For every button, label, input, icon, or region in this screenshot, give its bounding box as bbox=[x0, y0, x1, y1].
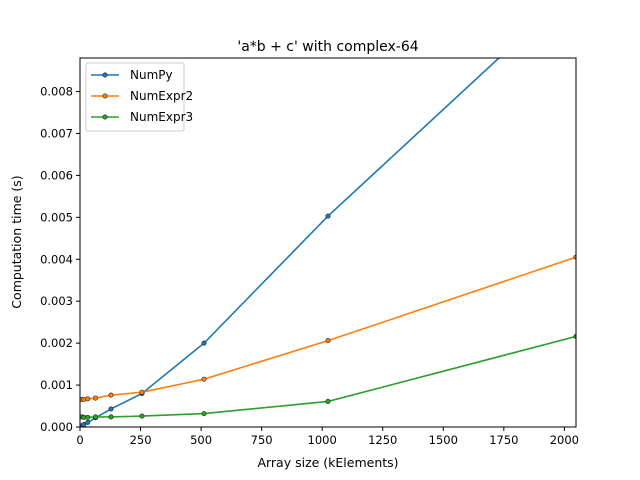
plot-frame bbox=[79, 57, 577, 428]
x-tick-label: 1250 bbox=[368, 433, 397, 447]
x-tick-label: 2000 bbox=[550, 433, 579, 447]
legend-marker-numexpr2 bbox=[102, 93, 108, 99]
data-point-numexpr2 bbox=[85, 396, 91, 402]
data-point-numexpr3 bbox=[325, 398, 331, 404]
x-axis-ticks: 0 250 500 750 1000 1250 1500 1750 2000 bbox=[76, 427, 579, 447]
data-point-numpy bbox=[108, 406, 114, 412]
data-point-numexpr2 bbox=[139, 389, 145, 395]
legend-marker-numpy bbox=[102, 72, 108, 78]
legend-label-numexpr2: NumExpr2 bbox=[130, 89, 193, 103]
series-layer bbox=[80, 58, 576, 427]
y-tick-label: 0.001 bbox=[40, 378, 73, 392]
data-point-numexpr3 bbox=[201, 411, 207, 417]
x-axis-label: Array size (kElements) bbox=[257, 455, 398, 470]
x-tick-label: 750 bbox=[251, 433, 273, 447]
y-tick-label: 0.003 bbox=[40, 294, 73, 308]
chart-title: 'a*b + c' with complex-64 bbox=[237, 39, 418, 55]
legend-entries: NumPy NumExpr2 NumExpr3 bbox=[91, 68, 193, 124]
data-point-numexpr2 bbox=[201, 376, 207, 382]
data-point-numexpr3 bbox=[139, 413, 145, 419]
data-point-numexpr3 bbox=[85, 414, 91, 420]
data-point-numpy bbox=[325, 213, 331, 219]
x-tick-label: 0 bbox=[76, 433, 83, 447]
data-point-numpy bbox=[201, 340, 207, 346]
y-tick-label: 0.002 bbox=[40, 336, 73, 350]
y-tick-label: 0.000 bbox=[40, 420, 73, 434]
x-tick-label: 1500 bbox=[429, 433, 458, 447]
y-tick-label: 0.007 bbox=[40, 126, 73, 140]
legend: NumPy NumExpr2 NumExpr3 bbox=[85, 62, 193, 132]
legend-label-numexpr3: NumExpr3 bbox=[130, 110, 193, 124]
y-axis-label: Computation time (s) bbox=[9, 175, 24, 308]
legend-marker-numexpr3 bbox=[102, 114, 108, 120]
x-tick-label: 500 bbox=[190, 433, 212, 447]
x-tick-label: 1000 bbox=[308, 433, 337, 447]
y-tick-label: 0.008 bbox=[40, 85, 73, 99]
y-tick-label: 0.005 bbox=[40, 210, 73, 224]
legend-label-numpy: NumPy bbox=[130, 68, 173, 82]
x-tick-label: 1750 bbox=[489, 433, 518, 447]
y-axis-ticks: 0.000 0.001 0.002 0.003 0.004 0.005 0.006 0.007… bbox=[40, 85, 80, 434]
data-point-numexpr2 bbox=[325, 338, 331, 344]
legend-box bbox=[85, 62, 185, 132]
x-tick-label: 250 bbox=[130, 433, 152, 447]
data-point-numexpr3 bbox=[108, 414, 114, 420]
data-point-numexpr2 bbox=[93, 395, 99, 401]
y-tick-label: 0.006 bbox=[40, 168, 73, 182]
y-tick-label: 0.004 bbox=[40, 252, 73, 266]
data-point-numexpr2 bbox=[108, 392, 114, 398]
data-point-numpy bbox=[85, 419, 91, 425]
data-point-numexpr3 bbox=[93, 414, 99, 420]
